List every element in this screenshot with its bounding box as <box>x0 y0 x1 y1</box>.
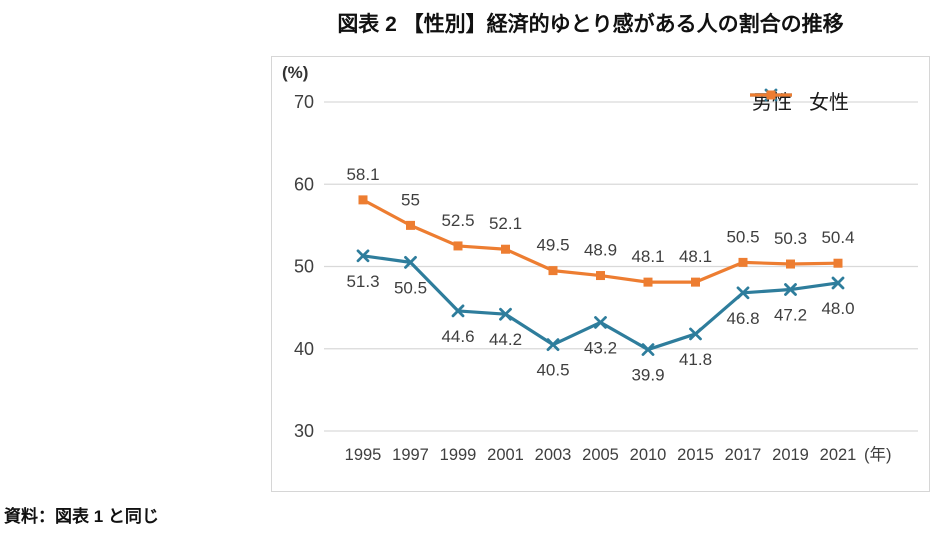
data-label-female: 49.5 <box>536 236 569 255</box>
marker-male <box>736 286 750 300</box>
x-tick-label: 2010 <box>630 446 667 464</box>
marker-female <box>786 259 795 269</box>
legend-label-female: 女性 <box>809 92 849 114</box>
marker-male <box>784 283 797 296</box>
x-tick-label: 1995 <box>345 446 382 464</box>
data-label-male: 41.8 <box>679 350 712 369</box>
x-tick-label: 2019 <box>772 446 809 464</box>
data-label-male: 51.3 <box>346 272 379 291</box>
marker-male <box>831 276 845 290</box>
x-tick-label: 2021 <box>820 446 857 464</box>
data-label-female: 52.5 <box>441 211 474 230</box>
y-axis-unit-label: (%) <box>282 63 309 82</box>
data-label-female: 52.1 <box>489 214 522 233</box>
marker-female <box>643 277 653 287</box>
x-tick-label: 2003 <box>535 446 572 464</box>
marker-female <box>453 241 463 251</box>
marker-male <box>594 316 607 329</box>
marker-male <box>499 307 512 321</box>
marker-female <box>691 277 700 287</box>
chart-title: 図表 2 【性別】経済的ゆとり感がある人の割合の推移 <box>337 13 844 36</box>
x-tick-label: 1999 <box>440 446 477 464</box>
y-tick-label: 60 <box>294 174 314 194</box>
marker-female <box>548 266 558 276</box>
line-chart: 30 40 50 60 70 1995 1997 1999 2001 2003 2005 2010 20… <box>294 92 918 464</box>
data-label-male: 50.5 <box>394 278 427 297</box>
data-label-female: 50.5 <box>726 227 759 246</box>
data-label-female: 50.4 <box>821 228 854 247</box>
marker-male <box>641 343 655 356</box>
x-axis-unit-label: (年) <box>864 445 892 464</box>
data-label-female: 48.1 <box>631 247 664 266</box>
x-tick-label: 2005 <box>582 446 619 464</box>
data-label-female: 50.3 <box>774 229 807 248</box>
data-label-male: 43.2 <box>584 338 617 357</box>
data-label-female: 58.1 <box>346 165 379 184</box>
data-label-female: 48.1 <box>679 247 712 266</box>
marker-male <box>404 255 417 269</box>
data-label-male: 44.2 <box>489 330 522 349</box>
y-tick-label: 30 <box>294 421 314 441</box>
marker-male <box>356 249 370 263</box>
marker-female <box>501 244 510 254</box>
data-label-female: 55 <box>401 190 420 209</box>
marker-male <box>451 304 465 318</box>
legend-label-male: 男性 <box>752 92 792 114</box>
source-note: 資料：図表 1 と同じ <box>4 507 159 526</box>
marker-male <box>546 338 560 352</box>
y-tick-label: 70 <box>294 92 314 112</box>
legend-item-female: 女性 <box>750 86 849 115</box>
legend: 男性 女性 <box>749 86 849 115</box>
y-tick-label: 40 <box>294 339 314 359</box>
data-label-male: 39.9 <box>631 366 664 385</box>
data-label-female: 48.9 <box>584 241 617 260</box>
data-label-male: 48.0 <box>821 299 854 318</box>
x-tick-label: 2015 <box>677 446 714 464</box>
data-label-male: 46.8 <box>726 309 759 328</box>
series-line-male <box>362 254 839 352</box>
x-tick-label: 2001 <box>487 446 524 464</box>
data-label-male: 44.6 <box>441 327 474 346</box>
x-tick-label: 2017 <box>725 446 762 464</box>
marker-female <box>738 257 748 267</box>
chart-area: (%) 30 40 50 60 70 1995 1997 1999 2001 2003 2005 20… <box>271 56 930 492</box>
marker-female <box>358 195 368 205</box>
marker-female <box>406 220 415 230</box>
data-label-male: 47.2 <box>774 306 807 325</box>
x-tick-label: 1997 <box>392 446 429 464</box>
y-tick-label: 50 <box>294 257 314 277</box>
marker-female <box>833 258 843 268</box>
data-label-male: 40.5 <box>536 361 569 380</box>
marker-female <box>596 271 605 281</box>
marker-male <box>689 327 702 341</box>
